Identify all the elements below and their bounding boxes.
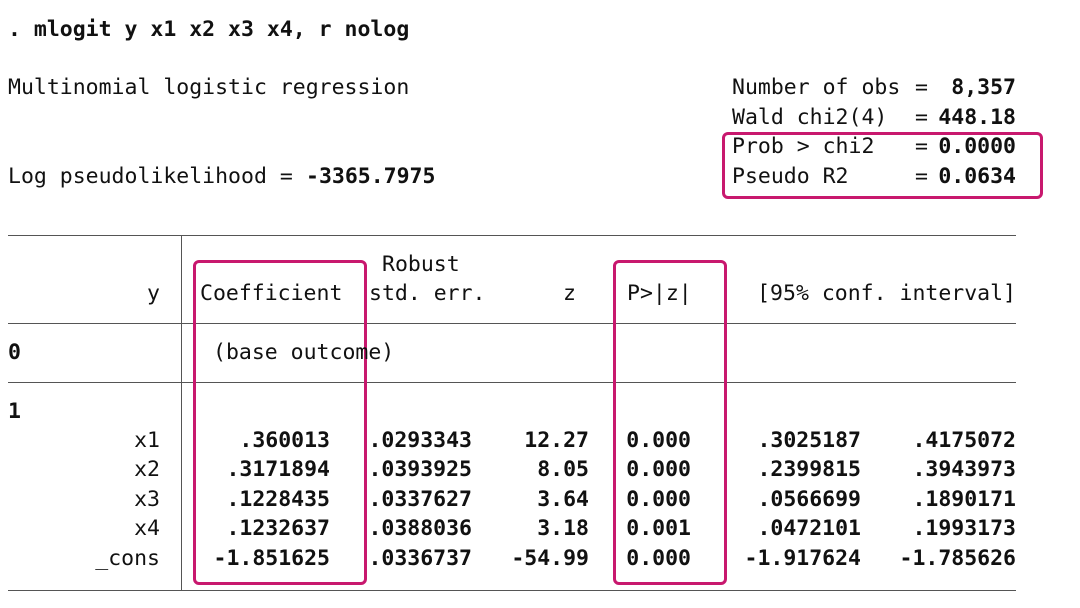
- cell: .1232637: [226, 516, 330, 541]
- cell: 3.18: [537, 516, 589, 541]
- cell: .3171894: [226, 457, 330, 482]
- cell: .0337627: [368, 487, 472, 512]
- cell: 0.000: [626, 457, 691, 482]
- cell: .0393925: [368, 457, 472, 482]
- rule: [8, 235, 1016, 236]
- group-label: 1: [8, 399, 21, 424]
- cell: .360013: [239, 428, 330, 453]
- stat-label: Pseudo R2: [732, 163, 849, 189]
- highlight-box: [613, 260, 727, 585]
- highlight-box: [193, 260, 367, 585]
- model-title: Multinomial logistic regression: [8, 75, 410, 100]
- stat-value: 448.18: [938, 104, 1016, 130]
- cell: .1228435: [226, 487, 330, 512]
- stat-value: 0.0000: [938, 134, 1016, 159]
- column-header: std. err.: [369, 281, 486, 306]
- rule: [8, 590, 1016, 591]
- cell: -1.917624: [744, 546, 862, 571]
- column-header: z: [563, 281, 576, 306]
- stat-label: Wald chi2(4): [732, 104, 888, 130]
- cell: 0.000: [626, 487, 691, 512]
- cell: 0.001: [626, 516, 691, 541]
- column-header: Coefficient: [200, 281, 343, 306]
- column-header: [95% conf. interval]: [757, 281, 1016, 306]
- row-label: x3: [134, 487, 160, 512]
- cell: .4175072: [912, 428, 1016, 453]
- cell: .2399815: [757, 457, 861, 482]
- cell: .3025187: [757, 428, 861, 453]
- row-label: _cons: [95, 546, 160, 571]
- group-label: 0: [8, 340, 21, 365]
- cell: .1890171: [912, 487, 1016, 512]
- divider: [181, 235, 182, 590]
- base-note: (base outcome): [213, 340, 395, 365]
- cell: 8.05: [537, 457, 589, 482]
- cell: .0388036: [368, 516, 472, 541]
- cell: -1.785626: [899, 546, 1017, 571]
- rule: [8, 323, 1016, 324]
- row-label: x2: [134, 457, 160, 482]
- cell: .3943973: [912, 457, 1016, 482]
- loglik-label: Log pseudolikelihood =: [8, 164, 293, 189]
- stat-label: Prob > chi2: [732, 134, 875, 159]
- column-header: P>|z|: [627, 281, 692, 306]
- cell: .1993173: [912, 516, 1016, 541]
- cell: .0566699: [757, 487, 861, 512]
- cell: -1.851625: [213, 546, 331, 571]
- column-header: y: [147, 281, 160, 306]
- command: . mlogit y x1 x2 x3 x4, r nolog: [8, 17, 410, 42]
- row-label: x1: [134, 428, 160, 453]
- stat-value: 0.0634: [938, 163, 1016, 189]
- stat-eq: =: [915, 163, 928, 189]
- cell: 3.64: [537, 487, 589, 512]
- cell: 0.000: [626, 428, 691, 453]
- stat-eq: =: [915, 75, 928, 100]
- cell: 0.000: [626, 546, 691, 571]
- stat-eq: =: [915, 104, 928, 130]
- row-label: x4: [134, 516, 160, 541]
- loglik-value: -3365.7975: [306, 164, 436, 189]
- cell: .0293343: [368, 428, 472, 453]
- cell: 12.27: [524, 428, 589, 453]
- highlight-box: [722, 132, 1043, 199]
- rule: [8, 382, 1016, 383]
- stat-label: Number of obs: [732, 75, 901, 100]
- cell: -54.99: [511, 546, 589, 571]
- stat-eq: =: [915, 134, 928, 159]
- stat-value: 8,357: [951, 75, 1016, 100]
- cell: .0336737: [368, 546, 472, 571]
- header-robust: Robust: [382, 252, 460, 277]
- cell: .0472101: [757, 516, 861, 541]
